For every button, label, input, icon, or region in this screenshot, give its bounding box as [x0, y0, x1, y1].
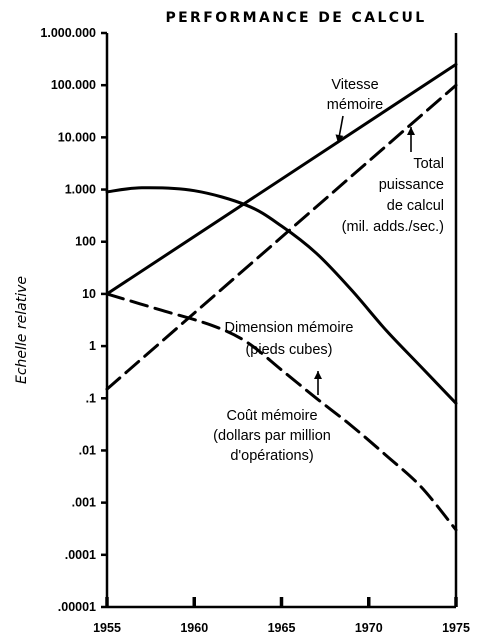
y-tick-label: 10 — [82, 287, 96, 301]
annotation-arrow-head — [335, 134, 344, 143]
series-line-2 — [105, 83, 458, 391]
y-tick-label: 1 — [89, 339, 96, 353]
annotations: Vitesse mémoire Total puissance de calcul (mi… — [213, 77, 444, 464]
y-tick-label: 100 — [75, 235, 96, 249]
series-label-4-line-3: d'opérations) — [230, 448, 313, 464]
x-tick-label: 1965 — [268, 621, 296, 635]
y-tick-label: 1.000 — [65, 183, 96, 197]
y-ticks: 1.000.000 100.000 10.000 1.000 100 10 1 .1 .01 .0… — [40, 26, 107, 614]
x-tick-label: 1955 — [93, 621, 121, 635]
series-line-3 — [105, 186, 458, 405]
annotation-arrow-head — [407, 127, 415, 135]
series-line-1 — [105, 62, 458, 296]
series-label-4-line-2: (dollars par million — [213, 428, 331, 444]
y-tick-label: 10.000 — [58, 130, 96, 144]
x-tick-label: 1970 — [355, 621, 383, 635]
series-label-2-line-2: puissance — [379, 177, 444, 193]
series-label-2-line-3: de calcul — [387, 198, 444, 214]
series-layer — [105, 62, 458, 532]
y-tick-label: .0001 — [65, 548, 96, 562]
y-tick-label: 1.000.000 — [40, 26, 96, 40]
series-label-2-line-4: (mil. adds./sec.) — [342, 219, 444, 235]
series-label-1-line-2: mémoire — [327, 97, 383, 113]
chart-title: PERFORMANCE DE CALCUL — [165, 10, 426, 26]
series-label-3-line-1: Dimension mémoire — [225, 320, 354, 336]
annotation-arrow-head — [314, 371, 322, 379]
y-tick-label: .00001 — [58, 600, 96, 614]
series-label-2-line-1: Total — [413, 156, 444, 172]
series-label-1-line-1: Vitesse — [331, 77, 378, 93]
series-label-4-line-1: Coût mémoire — [226, 408, 317, 424]
x-tick-label: 1960 — [180, 621, 208, 635]
y-axis-label: Echelle relative — [14, 276, 30, 384]
x-ticks: 1955 1960 1965 1970 1975 — [93, 597, 470, 635]
x-tick-label: 1975 — [442, 621, 470, 635]
y-tick-label: 100.000 — [51, 78, 96, 92]
y-tick-label: .01 — [79, 443, 96, 457]
y-tick-label: .001 — [72, 496, 96, 510]
series-line-4 — [105, 292, 458, 532]
series-label-3-line-2: (pieds cubes) — [245, 342, 332, 358]
y-tick-label: .1 — [86, 391, 96, 405]
